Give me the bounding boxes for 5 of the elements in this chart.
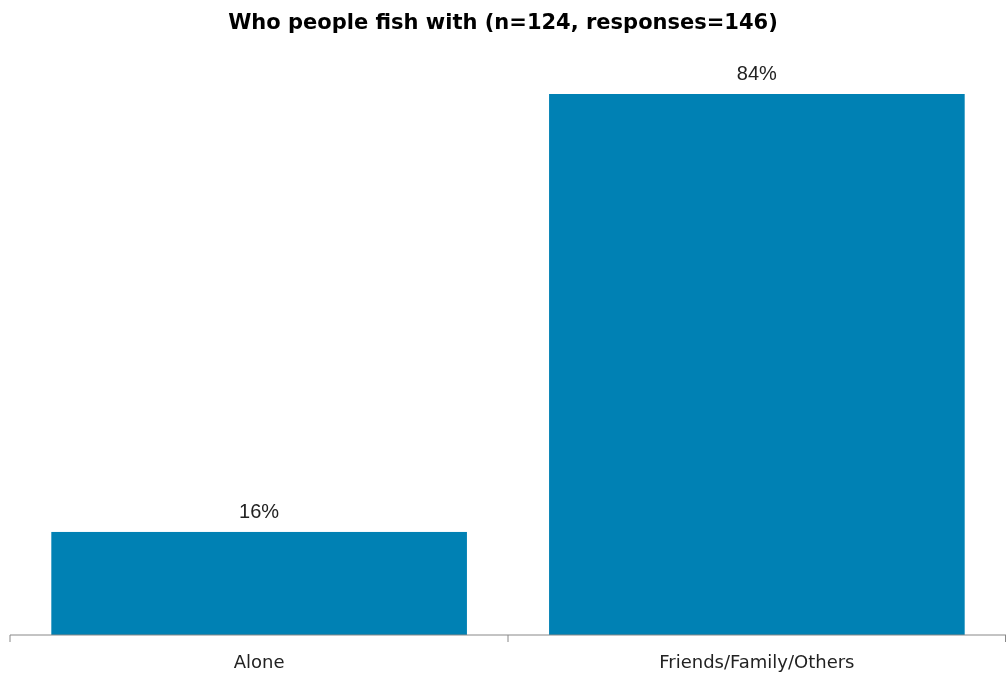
- chart-title: Who people fish with (n=124, responses=146): [228, 10, 778, 34]
- data-label: 16%: [239, 499, 280, 522]
- x-tick-label: Friends/Family/Others: [659, 651, 855, 672]
- data-label: 84%: [736, 62, 778, 84]
- x-tick-label: Alone: [233, 651, 285, 672]
